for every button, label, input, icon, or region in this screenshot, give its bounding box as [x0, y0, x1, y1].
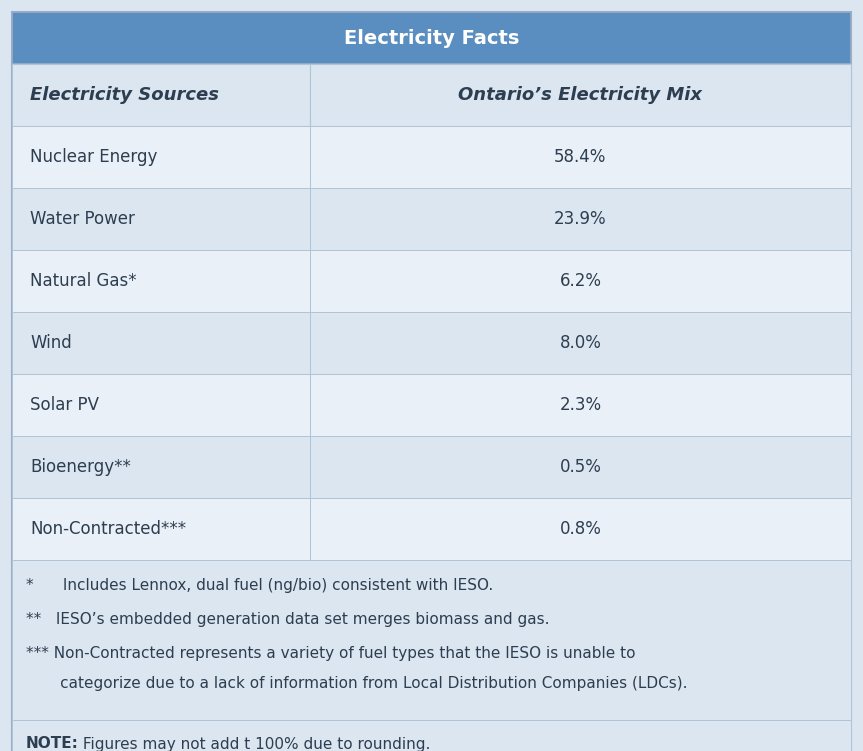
- FancyBboxPatch shape: [310, 64, 851, 126]
- Text: Electricity Facts: Electricity Facts: [343, 29, 520, 47]
- FancyBboxPatch shape: [310, 188, 851, 250]
- FancyBboxPatch shape: [12, 12, 851, 64]
- FancyBboxPatch shape: [12, 126, 310, 188]
- FancyBboxPatch shape: [310, 126, 851, 188]
- Text: 8.0%: 8.0%: [559, 334, 602, 352]
- Text: Natural Gas*: Natural Gas*: [30, 272, 136, 290]
- Text: *** Non-Contracted represents a variety of fuel types that the IESO is unable to: *** Non-Contracted represents a variety …: [26, 646, 635, 661]
- FancyBboxPatch shape: [12, 312, 310, 374]
- Text: Bioenergy**: Bioenergy**: [30, 458, 131, 476]
- FancyBboxPatch shape: [310, 498, 851, 560]
- Text: NOTE:: NOTE:: [26, 737, 79, 751]
- FancyBboxPatch shape: [12, 436, 310, 498]
- FancyBboxPatch shape: [12, 374, 310, 436]
- Text: **   IESO’s embedded generation data set merges biomass and gas.: ** IESO’s embedded generation data set m…: [26, 612, 550, 627]
- FancyBboxPatch shape: [310, 374, 851, 436]
- FancyBboxPatch shape: [12, 250, 310, 312]
- Text: Nuclear Energy: Nuclear Energy: [30, 148, 157, 166]
- FancyBboxPatch shape: [12, 188, 310, 250]
- FancyBboxPatch shape: [12, 64, 310, 126]
- FancyBboxPatch shape: [12, 720, 851, 751]
- Text: Water Power: Water Power: [30, 210, 135, 228]
- Text: Solar PV: Solar PV: [30, 396, 99, 414]
- FancyBboxPatch shape: [310, 436, 851, 498]
- FancyBboxPatch shape: [310, 312, 851, 374]
- FancyBboxPatch shape: [12, 498, 310, 560]
- Text: 23.9%: 23.9%: [554, 210, 607, 228]
- Text: 58.4%: 58.4%: [554, 148, 607, 166]
- Text: Electricity Sources: Electricity Sources: [30, 86, 219, 104]
- Text: *      Includes Lennox, dual fuel (ng/bio) consistent with IESO.: * Includes Lennox, dual fuel (ng/bio) co…: [26, 578, 494, 593]
- FancyBboxPatch shape: [310, 250, 851, 312]
- Text: Wind: Wind: [30, 334, 72, 352]
- Text: 6.2%: 6.2%: [559, 272, 602, 290]
- Text: categorize due to a lack of information from Local Distribution Companies (LDCs): categorize due to a lack of information …: [26, 676, 688, 691]
- FancyBboxPatch shape: [12, 12, 851, 751]
- Text: 2.3%: 2.3%: [559, 396, 602, 414]
- FancyBboxPatch shape: [12, 560, 851, 720]
- Text: Figures may not add t 100% due to rounding.: Figures may not add t 100% due to roundi…: [78, 737, 431, 751]
- Text: Ontario’s Electricity Mix: Ontario’s Electricity Mix: [458, 86, 702, 104]
- Text: 0.5%: 0.5%: [559, 458, 602, 476]
- Text: Non-Contracted***: Non-Contracted***: [30, 520, 186, 538]
- Text: 0.8%: 0.8%: [559, 520, 602, 538]
